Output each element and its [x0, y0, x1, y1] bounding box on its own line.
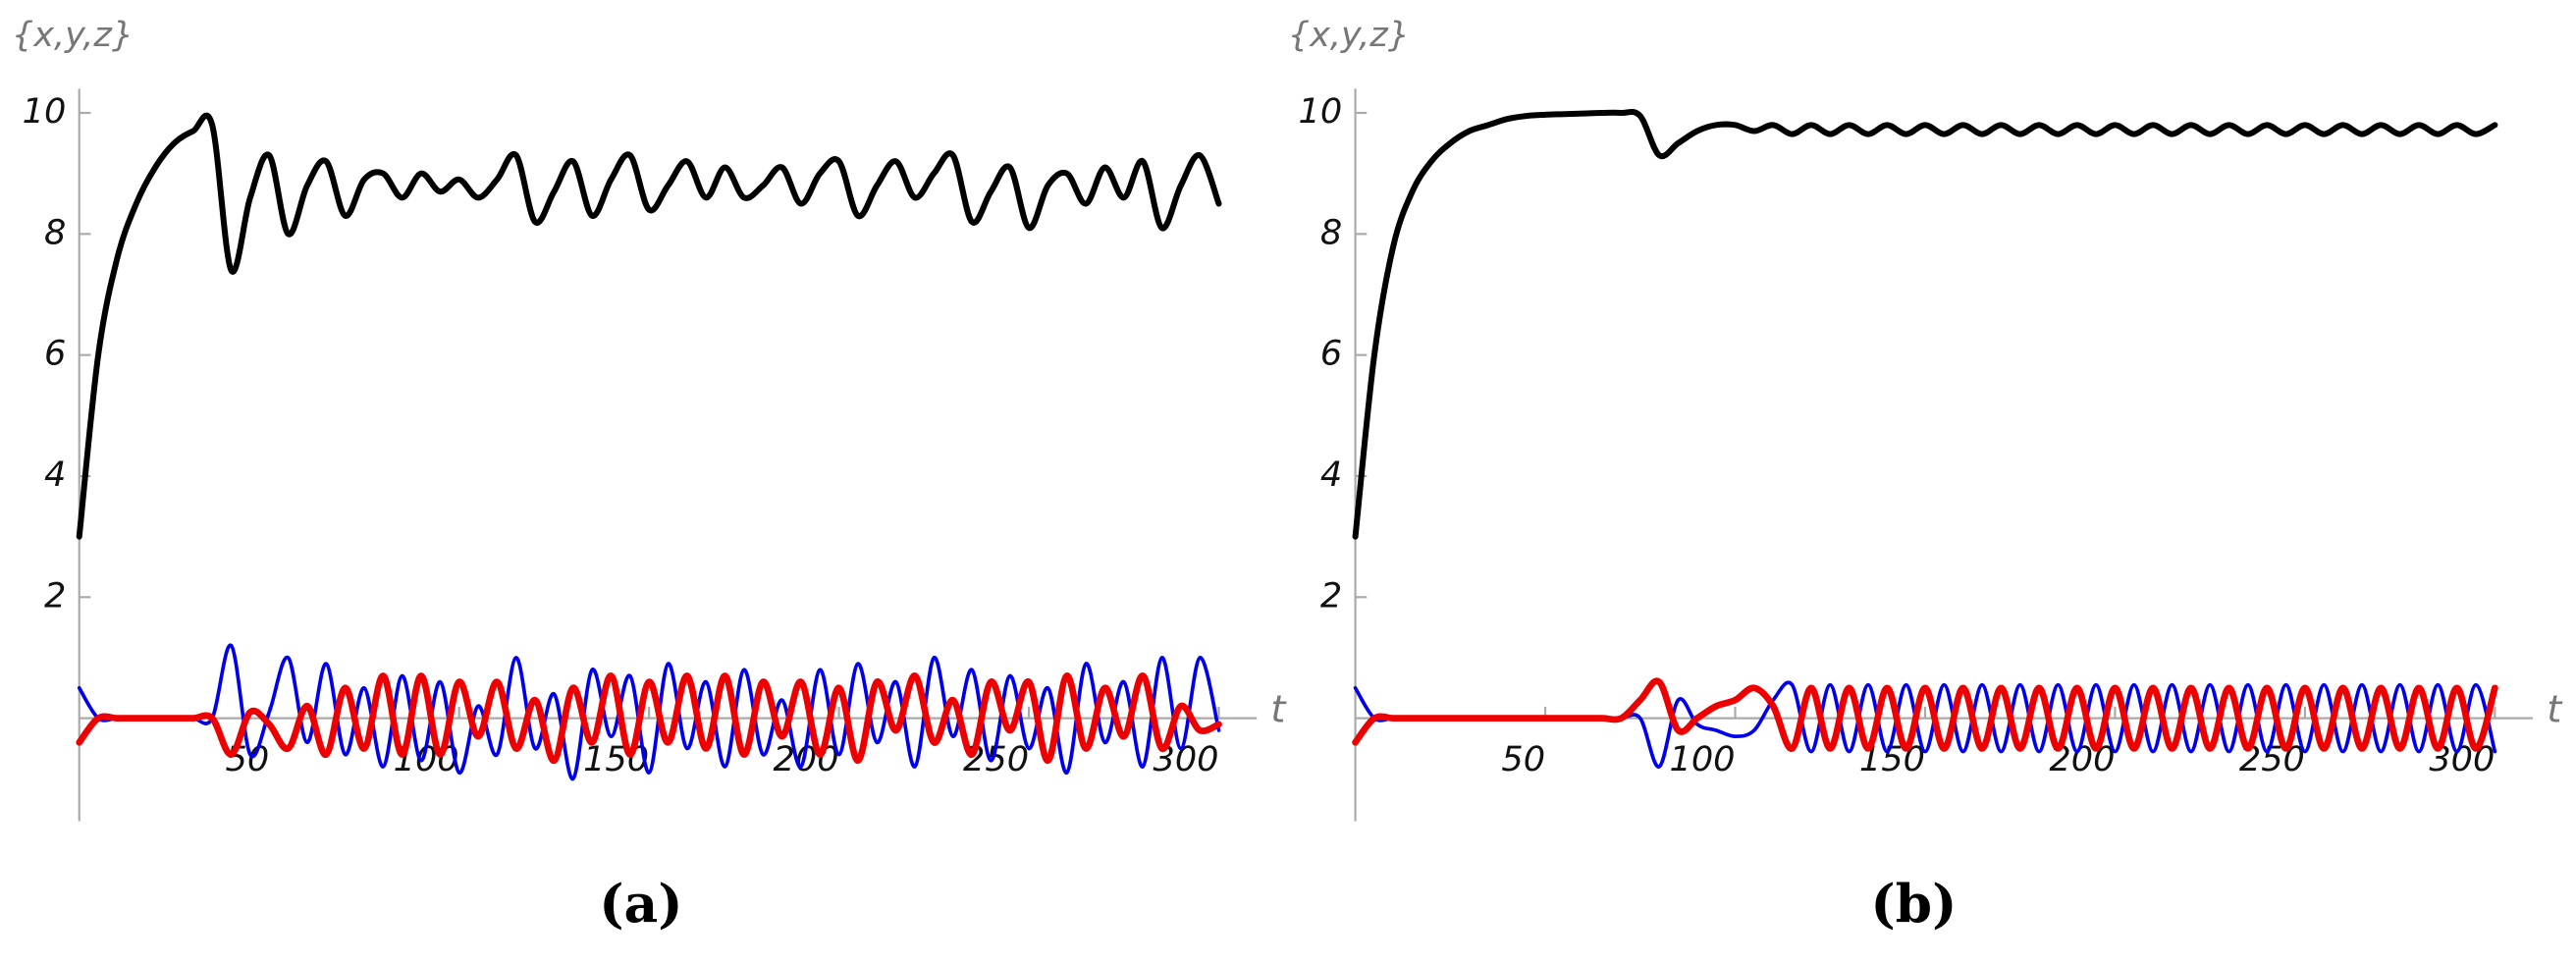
y-tick-label: 8: [1320, 212, 1342, 252]
y-tick-label: 4: [44, 455, 66, 495]
y-tick-label: 2: [1320, 575, 1342, 616]
x-axis-label: t: [1270, 687, 1287, 731]
y-axis-label: {x,y,z}: [1288, 15, 1410, 55]
y-tick-label: 2: [44, 575, 66, 616]
y-tick-label: 6: [1320, 334, 1342, 374]
caption: (b): [1870, 873, 1957, 935]
series-line: [76, 112, 1222, 540]
series-line: [76, 672, 1222, 765]
y-tick-label: 10: [1299, 91, 1343, 132]
x-tick-label: 50: [1501, 739, 1545, 779]
y-axis-label: {x,y,z}: [12, 15, 134, 55]
x-axis-label: t: [2547, 687, 2563, 731]
y-tick-label: 8: [44, 212, 66, 252]
x-tick-label: 100: [1669, 739, 1735, 779]
series-line: [1352, 677, 2498, 752]
y-tick-label: 6: [44, 334, 66, 374]
caption: (a): [599, 873, 682, 935]
y-tick-label: 10: [23, 91, 67, 132]
x-tick-label: 150: [583, 739, 649, 779]
series-line: [1352, 109, 2498, 540]
y-tick-label: 4: [1320, 455, 1342, 495]
